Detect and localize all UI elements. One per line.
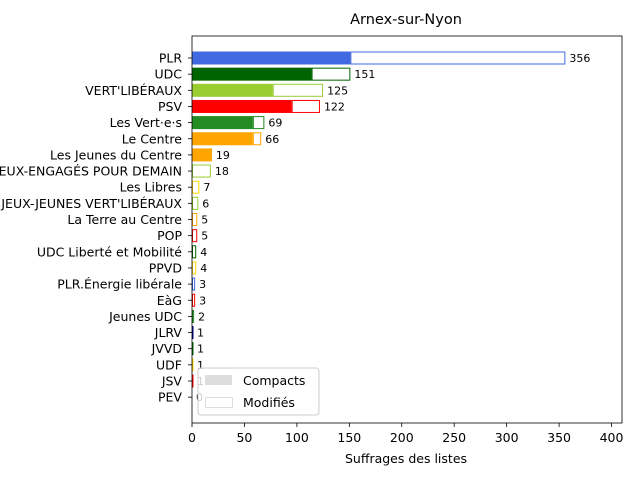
category-label: EàG [157,293,182,308]
bar-modifies [192,245,197,259]
value-label: 69 [268,117,282,130]
x-tick-label: 200 [390,430,414,445]
x-tick-label: 300 [495,430,519,445]
value-label: 3 [199,294,206,307]
category-label: Les Libres [120,180,182,195]
x-tick-label: 250 [442,430,466,445]
bar-modifies [192,277,196,291]
category-label: UDC [154,67,182,82]
value-label: 19 [216,149,230,162]
x-ticks: 0 50 100 150 200 250 300 350 400 [188,423,623,445]
category-label: PLR [159,51,183,66]
category-label: UDF [156,357,182,372]
bar-modifies [192,229,198,243]
category-label: PEV [158,390,182,405]
bar-modifies [192,309,195,323]
bar-compacts [192,132,253,146]
category-label: Les Vert·e·s [110,115,182,130]
axes-frame [191,35,623,424]
category-label: PPVD [149,260,182,275]
bar-modifies [252,132,262,146]
bar-compacts [192,148,212,162]
value-label: 5 [201,230,208,243]
value-label: 122 [324,100,345,113]
value-label: 1 [197,343,204,356]
category-label: POP [157,228,182,243]
bar-compacts [192,83,273,97]
bar-modifies [192,326,194,340]
bar-modifies [311,67,351,81]
value-label: 125 [327,84,348,97]
value-label: 7 [203,181,210,194]
category-label: Le Centre [122,131,183,146]
value-label: 4 [200,262,207,275]
category-label: PLR.Énergie libérale [57,277,182,292]
chart-title: Arnex-sur-Nyon [350,12,462,28]
x-tick-label: 150 [337,430,361,445]
value-label: 5 [201,214,208,227]
value-label: 1 [197,359,204,372]
category-label: PSV [158,99,182,114]
x-tick-label: 0 [188,430,196,445]
legend: Compacts Modifiés [197,367,320,416]
bar-compacts [192,67,312,81]
category-label: JVVD [151,341,182,356]
bar-modifies [192,213,198,226]
category-label: JEUX-ENGAGÉS POUR DEMAIN [0,164,182,179]
x-tick-label: 350 [547,430,571,445]
bar-compacts [192,51,351,65]
bar-compacts [192,99,292,113]
bar-modifies [192,164,211,178]
value-label: 1 [197,327,204,340]
category-label: JEUX-JEUNES VERT'LIBÉRAUX [0,196,182,211]
legend-label-compacts: Compacts [243,373,305,388]
bar-modifies [272,83,324,97]
x-tick-label: 400 [600,430,624,445]
value-label: 66 [265,133,279,146]
bar-modifies [192,342,194,356]
value-label: 18 [215,165,229,178]
value-label: 3 [199,278,206,291]
legend-swatch-compacts [205,375,232,385]
bar-modifies [192,196,199,210]
category-label: Les Jeunes du Centre [50,147,182,162]
bar-modifies [192,261,197,275]
bar-modifies [192,180,200,194]
bar-modifies [291,99,320,113]
value-label: 2 [198,310,205,323]
bars-layer [192,51,566,388]
plot-frame [191,35,623,424]
category-label: VERT'LIBÉRAUX [85,83,182,98]
value-label: 6 [202,197,209,210]
bar-modifies [192,358,194,372]
bar-modifies [252,116,265,130]
x-axis-title: Suffrages des listes [345,451,467,466]
bar-compacts [192,116,253,130]
value-label: 356 [569,52,590,65]
x-tick-label: 100 [285,430,309,445]
legend-label-modifies: Modifiés [243,395,295,410]
bar-modifies [192,293,196,307]
bar-modifies [350,51,566,65]
x-tick-label: 50 [236,430,252,445]
category-label: La Terre au Centre [67,212,182,227]
value-label: 151 [354,68,375,81]
category-label: Jeunes UDC [108,309,182,324]
legend-swatch-modifies [205,397,233,408]
category-label: UDC Liberté et Mobilité [37,244,182,259]
bar-modifies [192,374,194,388]
category-label: JSV [161,374,183,389]
value-label: 4 [200,246,207,259]
category-label: JLRV [154,325,183,340]
